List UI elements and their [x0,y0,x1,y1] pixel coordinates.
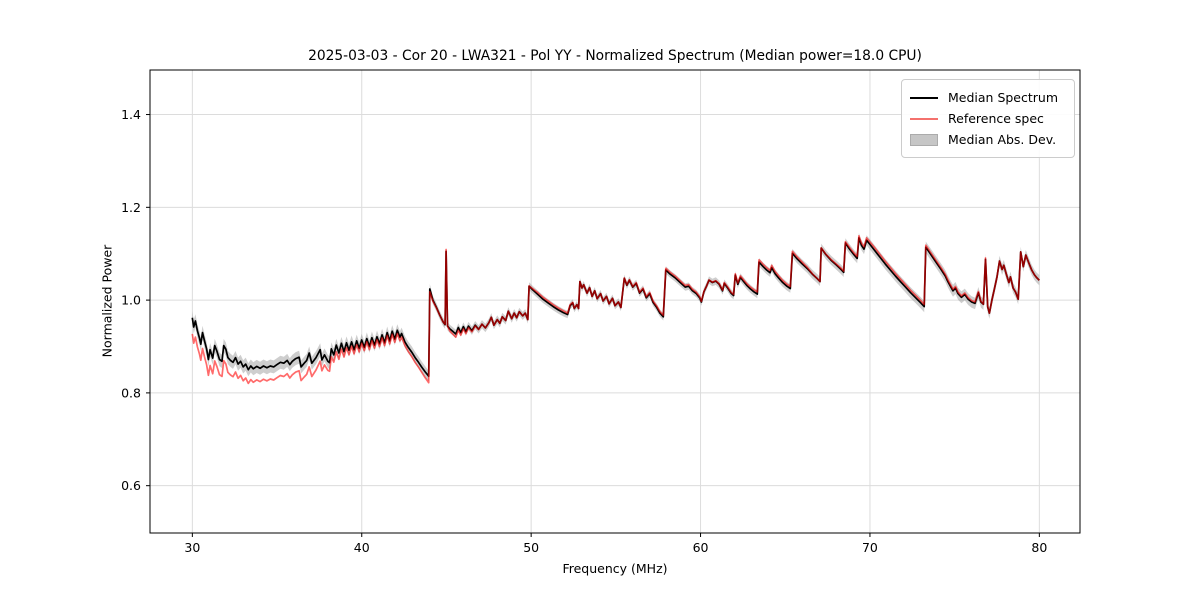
x-tick-label-60: 60 [693,540,709,555]
reference-spec-line-swatch [910,117,938,120]
x-tick-label-70: 70 [862,540,878,555]
legend-label: Median Spectrum [948,90,1059,105]
y-tick-label-1: 1.0 [121,293,141,308]
reference-spec-line [191,235,1040,385]
x-tick-label-40: 40 [354,540,370,555]
y-tick-label-0.6: 0.6 [121,478,141,493]
legend-item-median-abs-dev: Median Abs. Dev. [910,129,1065,150]
y-tick-label-0.8: 0.8 [121,385,141,400]
mad-band [192,233,1040,382]
x-tick-label-80: 80 [1031,540,1047,555]
x-tick-label-50: 50 [523,540,539,555]
legend: Median Spectrum Reference spec Median Ab… [901,79,1075,158]
x-axis-label: Frequency (MHz) [562,561,668,576]
axes-spines [149,69,1081,534]
legend-item-median-spectrum: Median Spectrum [910,87,1065,108]
x-tick-label-30: 30 [184,540,200,555]
median-abs-dev-band-swatch [910,133,938,146]
legend-label: Reference spec [948,111,1044,126]
y-tick-label-1.2: 1.2 [121,200,141,215]
chart-title: 2025-03-03 - Cor 20 - LWA321 - Pol YY - … [308,48,922,64]
y-tick-label-1.4: 1.4 [121,107,141,122]
legend-item-reference-spec: Reference spec [910,108,1065,129]
legend-label: Median Abs. Dev. [948,132,1057,147]
median-spectrum-line-swatch [910,96,938,99]
